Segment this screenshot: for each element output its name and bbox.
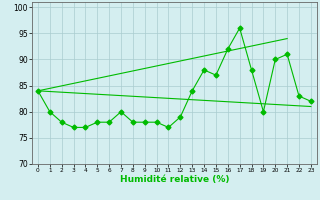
- X-axis label: Humidité relative (%): Humidité relative (%): [120, 175, 229, 184]
